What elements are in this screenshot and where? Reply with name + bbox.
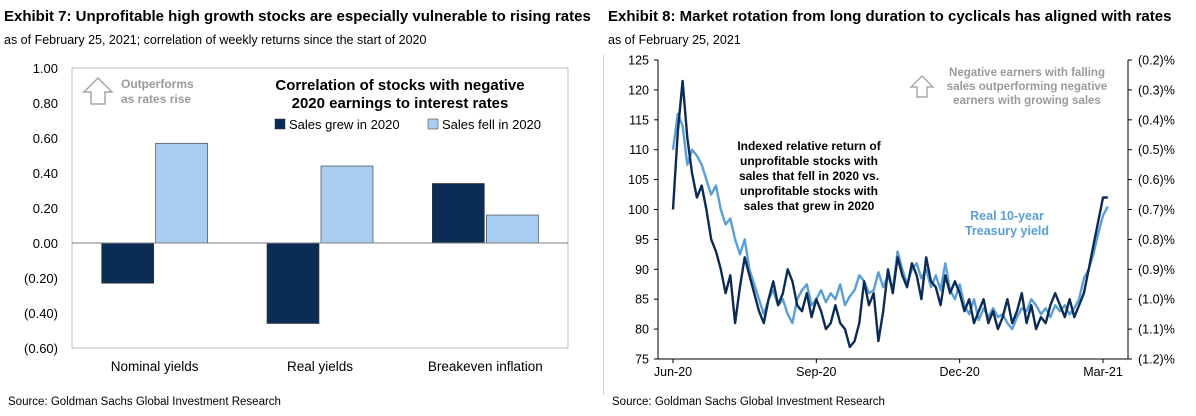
left-y-tick-label: 90 (635, 263, 649, 277)
left-y-tick-label: 100 (628, 203, 649, 217)
bar-sales-fell-breakeven-inflation (486, 214, 539, 244)
y-tick-label: 1.00 (33, 61, 58, 76)
up-arrow-shape (909, 75, 935, 98)
up-arrow-icon (909, 75, 935, 98)
exhibit-7-source: Source: Goldman Sachs Global Investment … (8, 396, 281, 408)
left-y-tick-label: 95 (635, 233, 649, 247)
bar-sales-grew-nominal-yields (101, 242, 154, 284)
x-category-label: Nominal yields (111, 359, 199, 374)
chart-title: Correlation of stocks with negative (275, 77, 524, 94)
up-arrow-shape (82, 76, 114, 105)
legend-label: Sales fell in 2020 (442, 117, 541, 132)
left-y-tick-label: 105 (628, 173, 649, 187)
annotation-text: Outperforms (121, 77, 194, 91)
y-tick-label: 0.20 (33, 201, 58, 216)
right-y-tick-label: (0.8)% (1138, 233, 1175, 247)
plot-area-frame (71, 67, 569, 349)
bar-sales-grew-real-yields (266, 242, 320, 324)
right-y-tick-label: (0.5)% (1138, 143, 1175, 157)
right-y-tick-label: (0.2)% (1138, 54, 1175, 68)
bar-sales-fell-nominal-yields (155, 142, 208, 244)
exhibit-7-subtitle: as of February 25, 2021; correlation of … (4, 33, 427, 47)
relative-return-label: sales that fell in 2020 vs. (739, 169, 879, 183)
panel-divider (603, 55, 604, 395)
y-tick-label: (0.40) (24, 306, 58, 321)
real-yield-label: Real 10-year (970, 209, 1044, 223)
y-tick-label: 0.00 (33, 236, 58, 251)
y-tick-label: (0.60) (24, 341, 58, 356)
left-y-tick-label: 80 (635, 323, 649, 337)
bar-sales-fell-real-yields (320, 165, 374, 244)
exhibit-7-title: Exhibit 7: Unprofitable high growth stoc… (4, 8, 591, 25)
relative-return-label: sales that grew in 2020 (744, 199, 875, 213)
right-y-tick-label: (0.3)% (1138, 83, 1175, 97)
left-y-tick-label: 75 (635, 353, 649, 367)
left-y-tick-label: 110 (629, 143, 649, 157)
right-y-tick-label: (0.7)% (1138, 203, 1175, 217)
x-tick-label: Sep-20 (796, 365, 836, 379)
annotation-text: as rates rise (121, 92, 191, 106)
rotation-line-chart: 75 80 85 90 95 100 105 110 115 120 125 (1.2)% (1.1)%… (628, 54, 1175, 380)
y-tick-label: (0.20) (24, 271, 58, 286)
up-arrow-icon (82, 76, 114, 105)
relative-return-line (671, 79, 1108, 349)
right-y-tick-label: (1.0)% (1138, 293, 1175, 307)
bar-sales-grew-breakeven-inflation (432, 183, 485, 244)
correlation-bar-chart: (0.60) (0.40) (0.20) 0.00 0.20 0.40 0.60 0.80 1.… (24, 61, 569, 374)
real-yield-label: Treasury yield (965, 224, 1049, 238)
y-tick-label: 0.60 (33, 131, 58, 146)
x-tick-label: Jun-20 (654, 365, 692, 379)
annotation-text: Negative earners with falling (949, 67, 1105, 79)
x-tick-label: Mar-21 (1083, 365, 1123, 379)
legend-swatch (427, 118, 439, 130)
y-tick-label: 0.80 (33, 96, 58, 111)
relative-return-label: unprofitable stocks with (740, 154, 878, 168)
y-tick-label: 0.40 (33, 166, 58, 181)
left-y-tick-label: 125 (628, 54, 649, 68)
annotation-text: sales outperforming negative (947, 81, 1107, 93)
exhibit-8-subtitle: as of February 25, 2021 (608, 33, 741, 47)
x-category-label: Real yields (287, 359, 353, 374)
relative-return-label: unprofitable stocks with (740, 184, 878, 198)
legend-label: Sales grew in 2020 (289, 117, 400, 132)
legend-swatch (274, 118, 286, 130)
left-y-tick-label: 85 (635, 293, 649, 307)
chart-title: 2020 earnings to interest rates (292, 95, 509, 112)
x-category-label: Breakeven inflation (428, 359, 543, 374)
right-y-tick-label: (1.2)% (1138, 353, 1175, 367)
relative-return-label: Indexed relative return of (737, 139, 881, 153)
exhibit-8-title: Exhibit 8: Market rotation from long dur… (608, 8, 1172, 25)
right-y-tick-label: (0.6)% (1138, 173, 1175, 187)
x-tick-label: Dec-20 (940, 365, 980, 379)
left-y-tick-label: 120 (628, 83, 649, 97)
right-y-tick-label: (1.1)% (1138, 323, 1175, 337)
exhibit-7-panel: Exhibit 7: Unprofitable high growth stoc… (4, 8, 591, 408)
exhibit-8-panel: Exhibit 8: Market rotation from long dur… (604, 0, 1196, 416)
right-y-tick-label: (0.9)% (1138, 263, 1175, 277)
annotation-text: earners with growing sales (953, 95, 1101, 107)
exhibit-8-source: Source: Goldman Sachs Global Investment … (612, 396, 885, 408)
right-y-tick-label: (0.4)% (1138, 113, 1175, 127)
left-y-tick-label: 115 (629, 113, 649, 127)
